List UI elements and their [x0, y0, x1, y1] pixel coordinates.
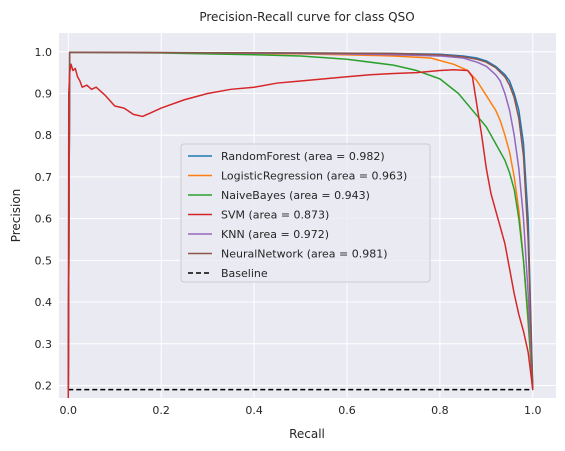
x-tick-label: 0.8 [431, 404, 449, 417]
y-tick-label: 0.4 [35, 296, 53, 309]
y-tick-label: 1.0 [35, 46, 53, 59]
y-tick-label: 0.2 [35, 379, 53, 392]
x-axis-title: Recall [289, 427, 325, 441]
series-line-svm [67, 63, 534, 399]
x-tick-label: 0.2 [152, 404, 170, 417]
legend-entry: LogisticRegression (area = 0.963) [221, 170, 407, 183]
x-tick-label: 0.4 [245, 404, 263, 417]
y-tick-label: 0.8 [35, 129, 53, 142]
y-tick-label: 0.5 [35, 254, 53, 267]
legend-entry: RandomForest (area = 0.982) [221, 150, 385, 163]
series-line-naivebayes [67, 51, 534, 390]
legend-entry: NeuralNetwork (area = 0.981) [221, 248, 388, 261]
y-axis-title: Precision [9, 189, 23, 243]
x-tick-label: 0.0 [60, 404, 78, 417]
x-tick-labels: 0.0 0.2 0.4 0.6 0.8 1.0 [60, 404, 542, 417]
legend: RandomForest (area = 0.982) LogisticRegre… [180, 143, 431, 283]
legend-entry: SVM (area = 0.873) [221, 209, 329, 222]
legend-entry: KNN (area = 0.972) [221, 228, 329, 241]
y-tick-label: 0.9 [35, 87, 53, 100]
legend-box [180, 143, 431, 283]
y-tick-label: 0.7 [35, 171, 53, 184]
y-tick-label: 0.3 [35, 338, 53, 351]
x-tick-label: 0.6 [338, 404, 356, 417]
y-tick-label: 0.6 [35, 213, 53, 226]
series-line-neuralnetwork [67, 51, 534, 390]
legend-entry: NaiveBayes (area = 0.943) [221, 189, 370, 202]
y-tick-labels: 0.2 0.3 0.4 0.5 0.6 0.7 0.8 0.9 1.0 [35, 46, 53, 393]
legend-entry: Baseline [221, 267, 268, 280]
x-tick-label: 1.0 [524, 404, 542, 417]
chart-title: Precision-Recall curve for class QSO [199, 10, 414, 24]
series-lines [67, 51, 534, 399]
